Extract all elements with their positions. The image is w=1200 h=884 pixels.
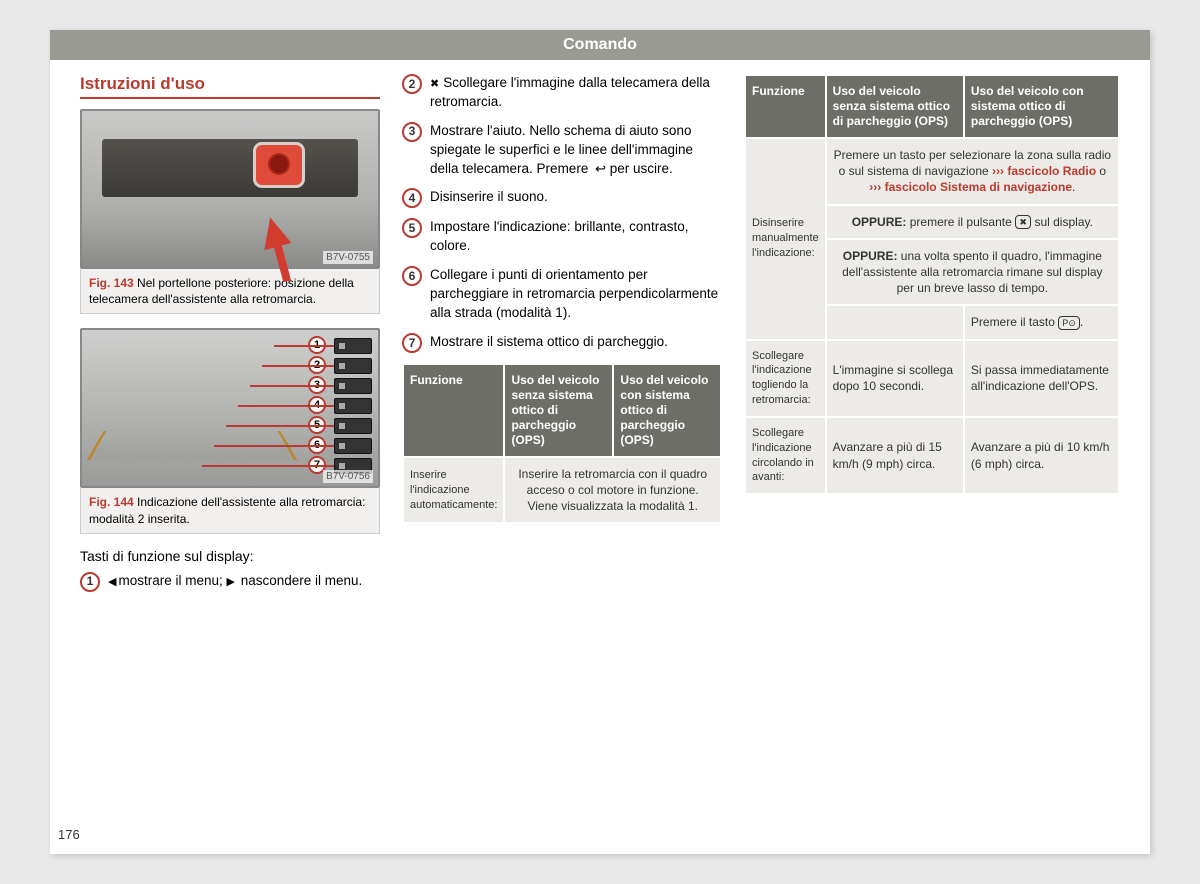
table-cell: Si passa immediatamente all'indicazione …	[965, 341, 1118, 416]
figure-label: Fig. 144	[89, 495, 134, 509]
table-header: Uso del veicolo senza sistema ottico di …	[505, 365, 612, 456]
function-table-1: Funzione Uso del veicolo senza sistema o…	[402, 363, 722, 525]
list-item: 6 Collegare i punti di orientamento per …	[402, 266, 722, 323]
list-item: 5 Impostare l'indicazione: brillante, co…	[402, 218, 722, 256]
table-header: Funzione	[746, 76, 825, 137]
table-row: Scollegare l'indicazione togliendo la re…	[746, 341, 1118, 416]
item-number-icon: 1	[80, 572, 100, 592]
table-row: Scollegare l'indicazione circolando in a…	[746, 418, 1118, 493]
figure-143: B7V-0755 Fig. 143 Nel portellone posteri…	[80, 109, 380, 314]
figure-144: 1 2 3 4 5 6 7 B7V-0756 Fi	[80, 328, 380, 533]
table-cell: Avanzare a più di 10 km/h (6 mph) circa.	[965, 418, 1118, 493]
close-icon	[430, 75, 443, 90]
figure-144-caption: Fig. 144 Indicazione dell'assistente all…	[80, 488, 380, 533]
list-item: 1 mostrare il menu; nascondere il menu.	[80, 572, 380, 592]
row-label: Scollegare l'indicazione togliendo la re…	[746, 341, 825, 416]
item-number-icon: 6	[402, 266, 422, 286]
item-text: Mostrare l'aiuto. Nello schema di aiuto …	[430, 122, 722, 179]
figure-144-image: 1 2 3 4 5 6 7 B7V-0756	[80, 328, 380, 488]
row-label: Scollegare l'indicazione circolando in a…	[746, 418, 825, 493]
list-item: 4 Disinserire il suono.	[402, 188, 722, 208]
section-title: Istruzioni d'uso	[80, 74, 380, 99]
item-text: Impostare l'indicazione: brillante, cont…	[430, 218, 722, 256]
figure-143-caption: Fig. 143 Nel portellone posteriore: posi…	[80, 269, 380, 314]
manual-page: Comando Istruzioni d'uso B7V-0755 Fig. 1…	[50, 30, 1150, 854]
display-button-icon	[334, 358, 372, 374]
item-text: Mostrare il sistema ottico di parcheggio…	[430, 333, 668, 352]
item-text: Scollegare l'immagine dalla telecamera d…	[430, 74, 722, 112]
item-text: Disinserire il suono.	[430, 188, 548, 207]
function-list: 1 mostrare il menu; nascondere il menu.	[80, 572, 380, 592]
figure-143-image: B7V-0755	[80, 109, 380, 269]
table-cell: OPPURE: premere il pulsante ✖ sul displa…	[827, 206, 1118, 238]
table-header-row: Funzione Uso del veicolo senza sistema o…	[404, 365, 720, 456]
list-item: 7 Mostrare il sistema ottico di parchegg…	[402, 333, 722, 353]
row-label: Disinserire manualmente l'indicazione:	[746, 139, 825, 339]
button-key-icon: ✖	[1015, 215, 1031, 229]
column-middle: 2 Scollegare l'immagine dalla telecamera…	[402, 74, 722, 602]
table-cell: Inserire la retromarcia con il quadro ac…	[505, 458, 720, 523]
table-header: Uso del veicolo con sistema ottico di pa…	[614, 365, 720, 456]
table-header: Uso del veicolo con sistema ottico di pa…	[965, 76, 1118, 137]
arrow-icon	[257, 214, 292, 250]
camera-lens-icon	[256, 145, 302, 185]
display-button-icon	[334, 438, 372, 454]
table-cell: L'immagine si scollega dopo 10 secondi.	[827, 341, 963, 416]
item-number-icon: 2	[402, 74, 422, 94]
manual-link: ››› fascicolo Radio	[992, 164, 1096, 178]
manual-link: ››› fascicolo Sistema di navigazione	[869, 180, 1072, 194]
display-button-icon	[334, 338, 372, 354]
list-item: 2 Scollegare l'immagine dalla telecamera…	[402, 74, 722, 112]
column-left: Istruzioni d'uso B7V-0755 Fig. 143 Nel p…	[80, 74, 380, 602]
page-header: Comando	[50, 30, 1150, 60]
table-cell: Premere il tasto P⊙.	[965, 306, 1118, 338]
item-number-icon: 5	[402, 218, 422, 238]
item-number-icon: 3	[402, 122, 422, 142]
table-row: Inserire l'indicazione automaticamente: …	[404, 458, 720, 523]
item-number-icon: 4	[402, 188, 422, 208]
triangle-right-icon	[227, 573, 237, 588]
display-button-icon	[334, 418, 372, 434]
table-cell: OPPURE: una volta spento il quadro, l'im…	[827, 240, 1118, 305]
figure-code: B7V-0756	[323, 470, 373, 483]
item-number-icon: 7	[402, 333, 422, 353]
column-right: Funzione Uso del veicolo senza sistema o…	[744, 74, 1120, 602]
table-row: Disinserire manualmente l'indicazione: P…	[746, 139, 1118, 204]
return-icon	[592, 161, 606, 176]
row-label: Inserire l'indicazione automaticamente:	[404, 458, 503, 523]
table-header: Funzione	[404, 365, 503, 456]
table-cell	[827, 306, 963, 338]
table-cell: Premere un tasto per selezionare la zona…	[827, 139, 1118, 204]
page-number: 176	[58, 827, 80, 842]
display-button-icon	[334, 378, 372, 394]
columns: Istruzioni d'uso B7V-0755 Fig. 143 Nel p…	[80, 74, 1120, 602]
function-table-2: Funzione Uso del veicolo senza sistema o…	[744, 74, 1120, 495]
item-text: mostrare il menu; nascondere il menu.	[108, 572, 362, 591]
function-list-cont: 2 Scollegare l'immagine dalla telecamera…	[402, 74, 722, 353]
item-text: Collegare i punti di orientamento per pa…	[430, 266, 722, 323]
table-header-row: Funzione Uso del veicolo senza sistema o…	[746, 76, 1118, 137]
figure-label: Fig. 143	[89, 276, 134, 290]
figure-code: B7V-0755	[323, 251, 373, 264]
table-header: Uso del veicolo senza sistema ottico di …	[827, 76, 963, 137]
display-button-icon	[334, 398, 372, 414]
intro-text: Tasti di funzione sul display:	[80, 548, 380, 564]
button-key-icon: P⊙	[1058, 316, 1080, 330]
list-item: 3 Mostrare l'aiuto. Nello schema di aiut…	[402, 122, 722, 179]
table-cell: Avanzare a più di 15 km/h (9 mph) circa.	[827, 418, 963, 493]
triangle-left-icon	[108, 573, 118, 588]
